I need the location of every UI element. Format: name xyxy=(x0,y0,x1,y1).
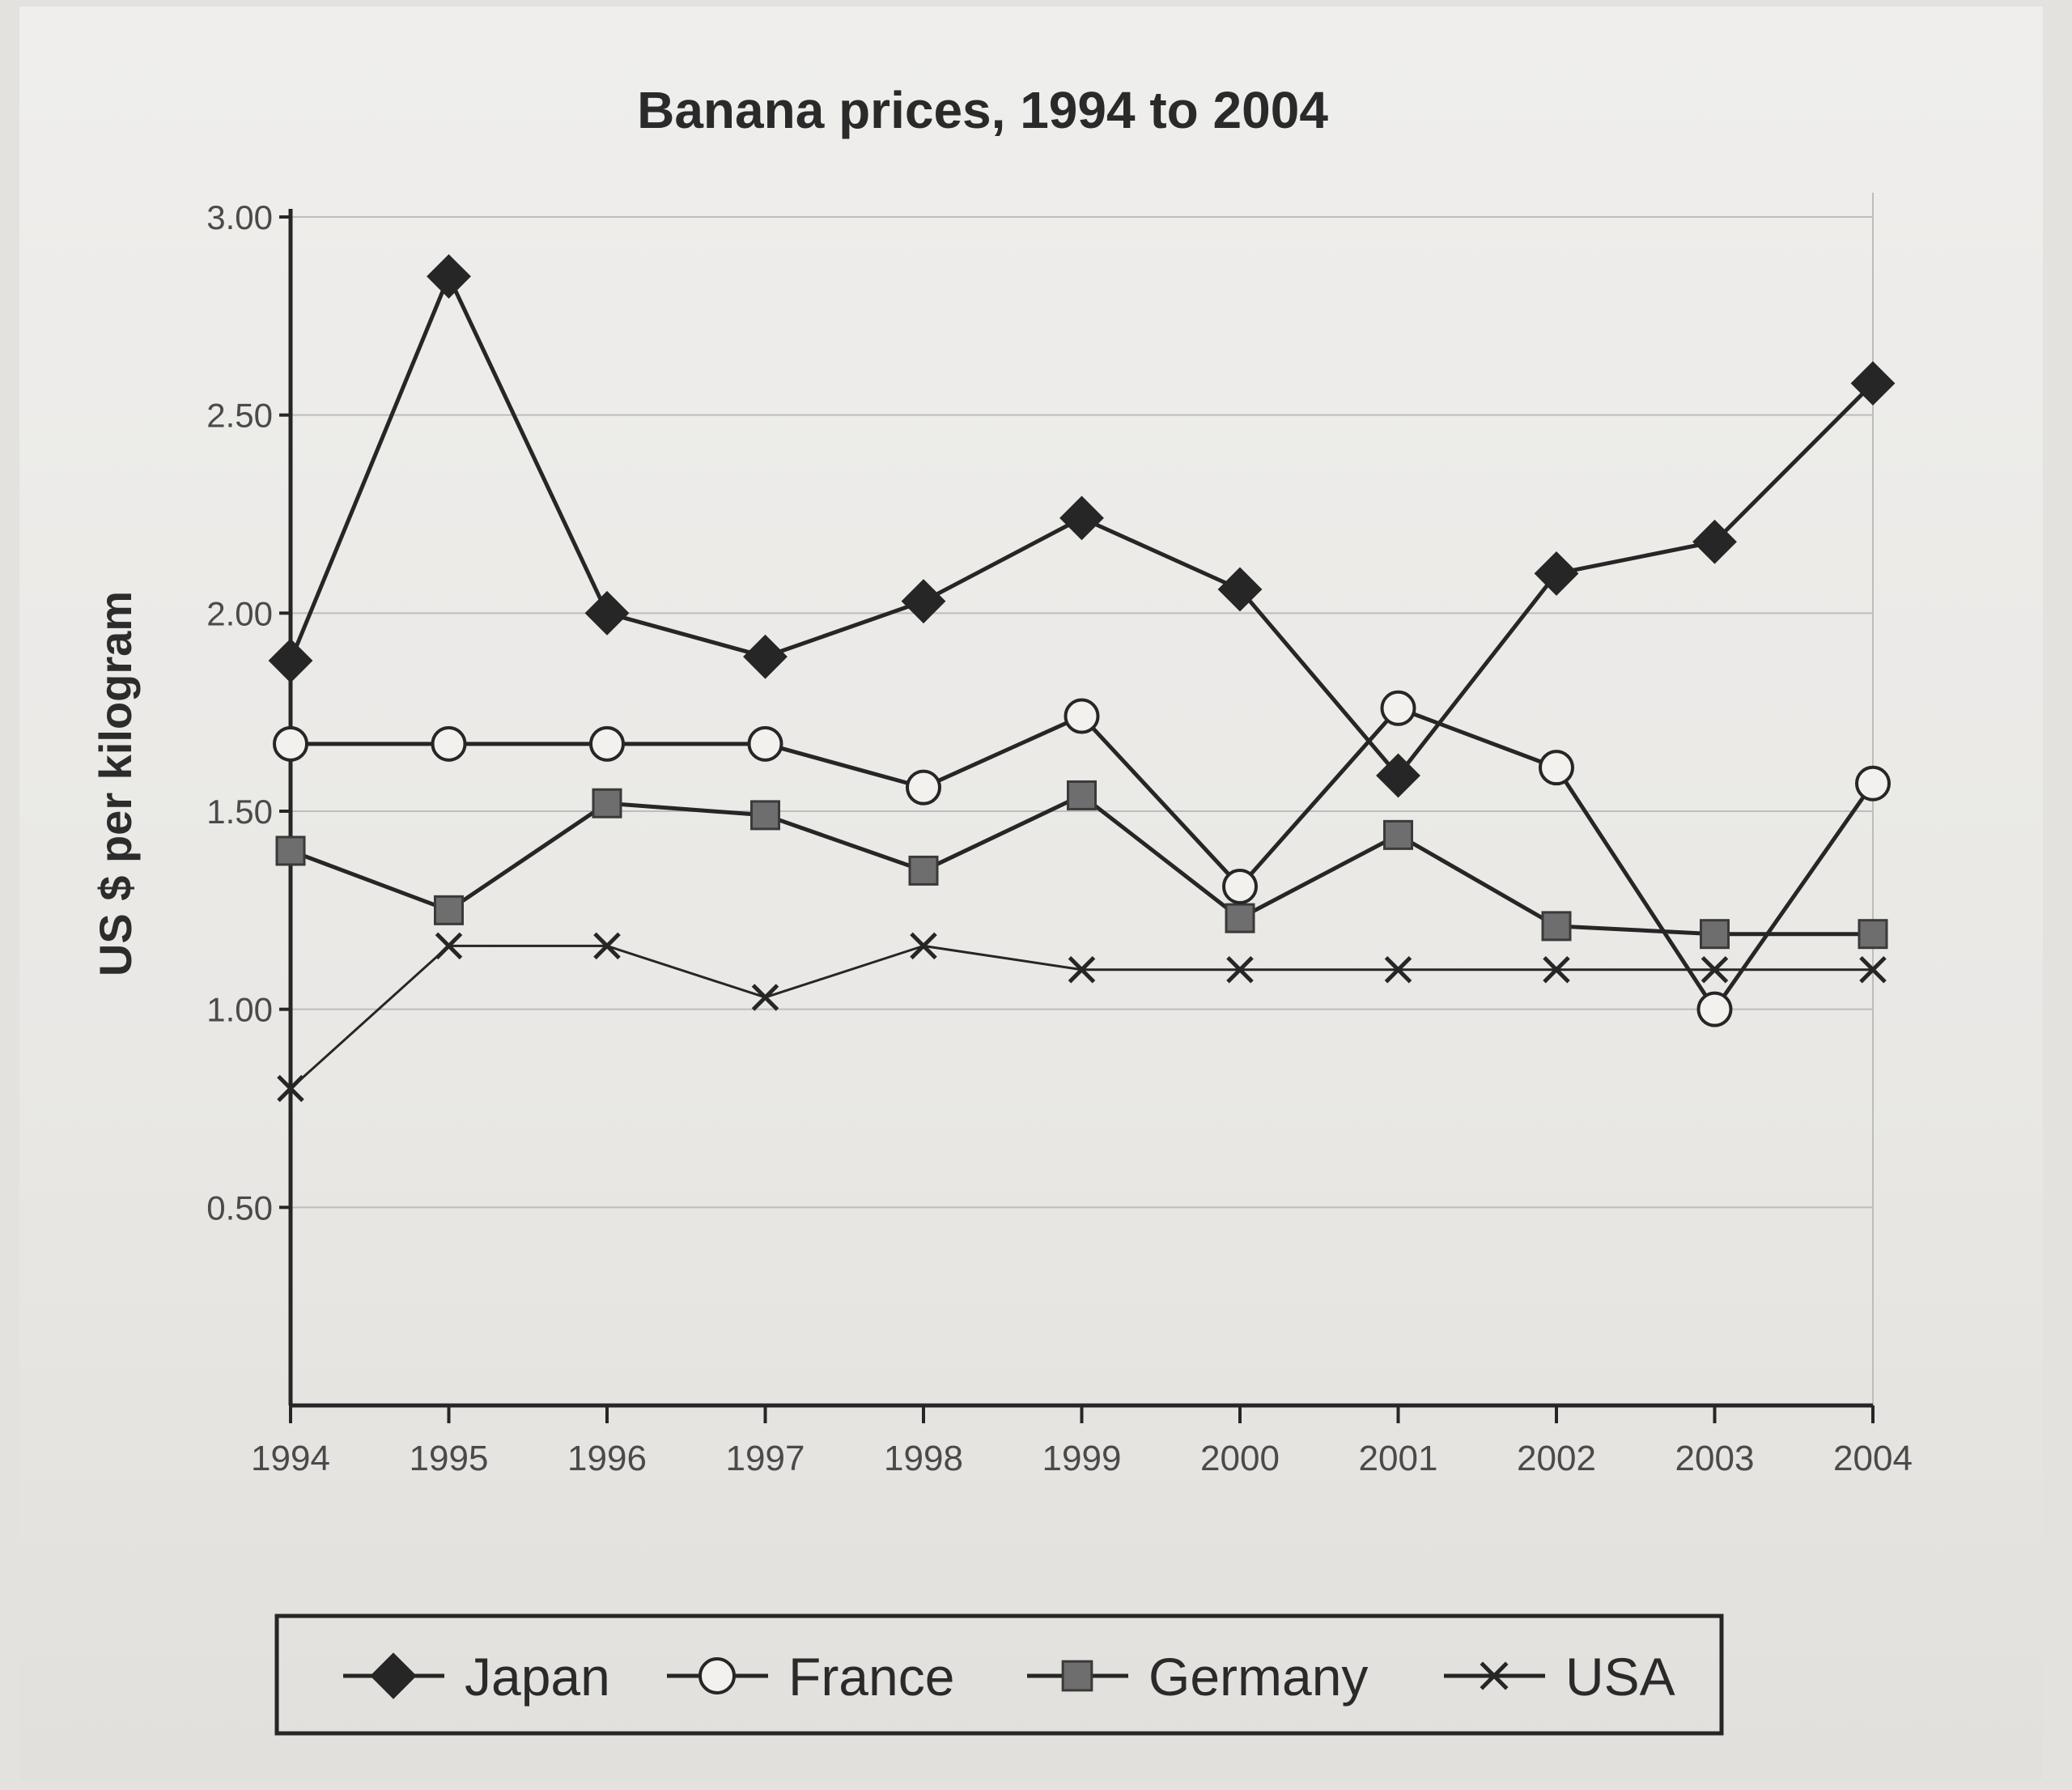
usa-point xyxy=(910,932,937,960)
usa-point xyxy=(1068,955,1096,984)
france-point xyxy=(273,725,308,762)
usa-point xyxy=(1384,955,1412,984)
y-axis-label: US $ per kilogram xyxy=(90,591,141,976)
france-point xyxy=(698,1657,736,1694)
x-tick-label: 2002 xyxy=(1517,1439,1596,1478)
x-tick-labels: 1994 1995 1996 1997 1998 1999 2000 2001 2002 2003… xyxy=(251,1439,1913,1478)
x-tick-label: 2000 xyxy=(1200,1439,1280,1478)
japan-point xyxy=(584,590,630,636)
france-point xyxy=(589,725,625,762)
france-point xyxy=(1855,765,1891,801)
usa-point xyxy=(593,932,621,960)
usa-point xyxy=(1480,1661,1509,1690)
japan-point xyxy=(1692,519,1737,564)
japan-point xyxy=(1059,495,1104,541)
usa-point xyxy=(751,984,779,1011)
y-tick-labels: 0.50 1.00 1.50 2.00 2.50 3.00 xyxy=(206,198,273,1227)
japan-point xyxy=(370,1652,417,1699)
x-tick-label: 2004 xyxy=(1833,1439,1913,1478)
usa-point xyxy=(1859,955,1887,984)
usa-point xyxy=(1226,955,1254,984)
y-tick-label: 2.50 xyxy=(206,397,273,435)
x-tick-label: 1997 xyxy=(726,1439,805,1478)
x-tick-label: 1998 xyxy=(884,1439,963,1478)
x-tick-label: 1996 xyxy=(567,1439,647,1478)
usa-point xyxy=(435,932,463,960)
france-point xyxy=(906,769,941,806)
germany-point xyxy=(1541,911,1572,942)
france-point xyxy=(1539,750,1574,786)
germany-point xyxy=(750,800,780,831)
x-tick-label: 1995 xyxy=(410,1439,489,1478)
legend-label-france: France xyxy=(788,1647,954,1707)
usa-point xyxy=(1543,955,1570,984)
france-point xyxy=(1380,690,1416,726)
usa-point xyxy=(1700,955,1729,984)
legend-box xyxy=(274,1614,1724,1736)
legend-label-japan: Japan xyxy=(465,1647,610,1707)
y-tick-label: 3.00 xyxy=(206,198,273,236)
series-lines xyxy=(268,253,1896,1103)
germany-series-line xyxy=(290,793,1873,937)
france-point xyxy=(1222,868,1258,904)
germany-point xyxy=(275,835,306,866)
y-tick-label: 1.50 xyxy=(206,793,273,831)
germany-point xyxy=(1225,903,1255,933)
x-tick-label: 1999 xyxy=(1042,1439,1122,1478)
y-tick-label: 0.50 xyxy=(206,1188,273,1227)
germany-point xyxy=(434,895,464,925)
y-tick-label: 2.00 xyxy=(206,594,273,632)
y-tick-label: 1.00 xyxy=(206,991,273,1029)
france-point xyxy=(747,725,783,762)
legend-label-germany: Germany xyxy=(1149,1647,1368,1707)
france-point xyxy=(1696,991,1733,1027)
japan-point xyxy=(1534,551,1579,596)
usa-point xyxy=(277,1074,304,1103)
germany-point xyxy=(1061,1660,1093,1692)
germany-point xyxy=(908,855,939,886)
japan-point xyxy=(1217,567,1263,612)
japan-point xyxy=(743,634,788,679)
x-tick-label: 2003 xyxy=(1675,1439,1755,1478)
france-point xyxy=(1064,698,1100,734)
chart-page: Banana prices, 1994 to 2004 US $ per kil… xyxy=(19,6,2043,1779)
legend: Japan France Germany USA xyxy=(274,1614,1724,1736)
x-tick-label: 1994 xyxy=(251,1439,330,1478)
japan-point xyxy=(268,638,313,683)
legend-label-usa: USA xyxy=(1565,1647,1675,1707)
germany-point xyxy=(1067,780,1097,810)
line-chart: Banana prices, 1994 to 2004 US $ per kil… xyxy=(90,81,1913,1736)
germany-point xyxy=(1700,919,1730,950)
japan-point xyxy=(901,579,946,624)
germany-point xyxy=(1858,919,1888,950)
chart-title: Banana prices, 1994 to 2004 xyxy=(637,81,1328,139)
germany-point xyxy=(1383,819,1413,850)
japan-point xyxy=(1376,753,1420,798)
japan-point xyxy=(1850,361,1896,406)
france-point xyxy=(431,725,467,762)
germany-point xyxy=(592,788,622,818)
japan-point xyxy=(427,253,471,299)
axes xyxy=(279,209,1875,1423)
x-tick-label: 2001 xyxy=(1359,1439,1438,1478)
